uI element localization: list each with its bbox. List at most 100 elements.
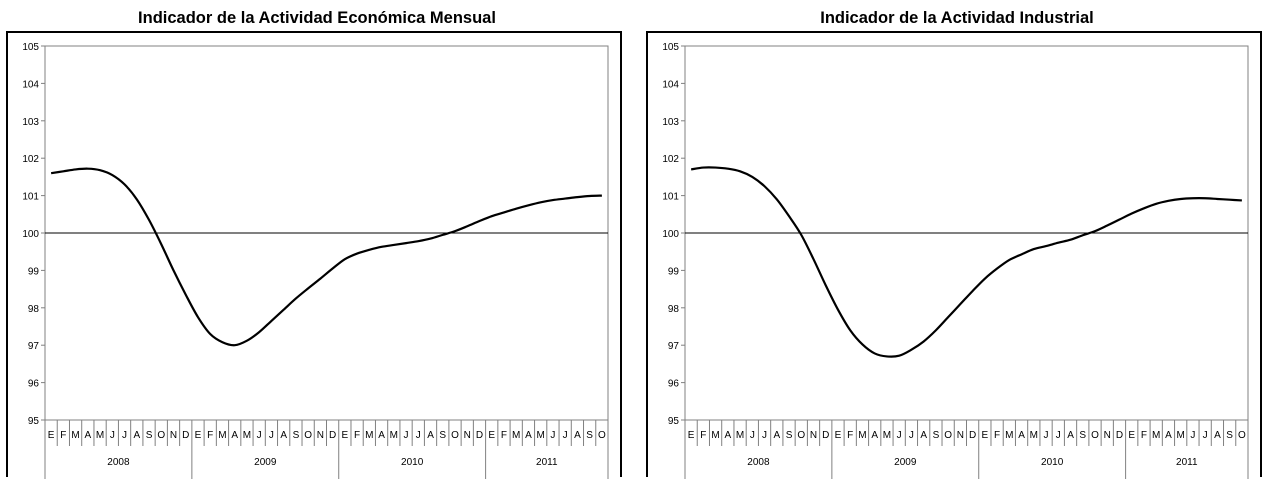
y-tick-label: 105	[662, 42, 679, 53]
x-month-label: M	[736, 430, 744, 441]
series-line	[50, 167, 602, 347]
x-month-label: M	[71, 430, 79, 441]
x-month-label: A	[133, 430, 140, 441]
x-month-label: A	[1165, 430, 1172, 441]
x-month-label: S	[146, 430, 153, 441]
x-month-label: O	[598, 430, 606, 441]
x-month-label: O	[1238, 430, 1246, 441]
x-month-label: M	[858, 430, 866, 441]
x-month-label: F	[354, 430, 360, 441]
x-month-label: N	[464, 430, 471, 441]
x-month-label: N	[810, 430, 817, 441]
x-month-label: J	[750, 430, 755, 441]
chart-panel-economic: Indicador de la Actividad Económica Mens…	[6, 0, 628, 479]
x-month-label: O	[797, 430, 805, 441]
x-month-label: S	[439, 430, 446, 441]
x-month-label: M	[1030, 430, 1038, 441]
x-month-label: J	[1044, 430, 1049, 441]
x-month-label: O	[1091, 430, 1099, 441]
y-tick-label: 105	[22, 42, 39, 53]
chart-panel-industrial: Indicador de la Actividad Industrial 95 9…	[646, 0, 1268, 479]
y-tick-label: 95	[668, 416, 680, 427]
x-month-label: M	[1177, 430, 1185, 441]
x-month-label: J	[1203, 430, 1208, 441]
y-tick-label: 100	[22, 229, 39, 240]
x-year-label: 2009	[894, 457, 917, 468]
x-month-label: E	[48, 430, 55, 441]
x-month-label: A	[1067, 430, 1074, 441]
x-month-label: A	[1018, 430, 1025, 441]
x-month-label: A	[525, 430, 532, 441]
y-tick-label: 101	[22, 192, 39, 203]
x-month-label: D	[1116, 430, 1123, 441]
x-month-label: J	[122, 430, 127, 441]
y-tick-label: 98	[28, 304, 40, 315]
x-month-label: S	[933, 430, 940, 441]
x-month-label: J	[110, 430, 115, 441]
y-tick-label: 100	[662, 229, 679, 240]
y-tick-label: 95	[28, 416, 40, 427]
y-tick-label: 98	[668, 304, 680, 315]
y-tick-label: 96	[28, 379, 40, 390]
x-month-label: A	[378, 430, 385, 441]
x-month-label: E	[982, 430, 989, 441]
x-month-label: O	[944, 430, 952, 441]
x-month-label: A	[920, 430, 927, 441]
x-month-label: J	[909, 430, 914, 441]
x-month-label: S	[786, 430, 793, 441]
y-tick-label: 97	[28, 341, 40, 352]
x-month-label: F	[847, 430, 853, 441]
x-month-label: S	[1079, 430, 1086, 441]
x-month-label: M	[512, 430, 520, 441]
x-month-label: M	[218, 430, 226, 441]
x-month-label: N	[317, 430, 324, 441]
x-month-label: S	[1226, 430, 1233, 441]
x-month-label: D	[329, 430, 336, 441]
x-month-label: E	[195, 430, 202, 441]
y-tick-label: 99	[668, 266, 680, 277]
x-month-label: M	[711, 430, 719, 441]
x-month-label: O	[451, 430, 459, 441]
x-month-label: F	[994, 430, 1000, 441]
x-year-label: 2009	[254, 457, 277, 468]
chart-title: Indicador de la Actividad Industrial	[820, 9, 1094, 27]
x-month-label: J	[269, 430, 274, 441]
x-month-label: N	[957, 430, 964, 441]
x-year-label: 2008	[107, 457, 130, 468]
x-month-label: J	[897, 430, 902, 441]
x-month-label: E	[688, 430, 695, 441]
x-month-label: A	[574, 430, 581, 441]
x-month-label: J	[1190, 430, 1195, 441]
x-month-label: N	[1104, 430, 1111, 441]
x-month-label: A	[427, 430, 434, 441]
x-month-label: J	[416, 430, 421, 441]
x-month-label: D	[969, 430, 976, 441]
x-month-label: S	[293, 430, 300, 441]
x-year-label: 2011	[536, 457, 558, 468]
x-month-label: M	[365, 430, 373, 441]
x-month-label: D	[182, 430, 189, 441]
x-month-label: E	[488, 430, 495, 441]
x-month-label: M	[537, 430, 545, 441]
chart-title: Indicador de la Actividad Económica Mens…	[138, 9, 496, 27]
x-month-label: F	[501, 430, 507, 441]
chart-frame: 95 96 97 98 99 100 101 102 103 104 105 E F M A M J J A S O N D…	[646, 31, 1262, 479]
x-month-label: D	[822, 430, 829, 441]
x-month-label: M	[883, 430, 891, 441]
x-month-label: A	[231, 430, 238, 441]
chart-frame: 95 96 97 98 99 100 101 102 103 104 105 E F M A M J J A S O N D…	[6, 31, 622, 479]
x-month-label: F	[700, 430, 706, 441]
x-month-label: M	[96, 430, 104, 441]
x-year-label: 2010	[1041, 457, 1064, 468]
y-tick-label: 96	[668, 379, 680, 390]
y-tick-label: 103	[22, 117, 39, 128]
x-month-label: S	[586, 430, 593, 441]
y-tick-label: 97	[668, 341, 680, 352]
x-month-label: M	[390, 430, 398, 441]
x-month-label: J	[257, 430, 262, 441]
x-month-label: J	[1056, 430, 1061, 441]
x-month-label: F	[1141, 430, 1147, 441]
x-year-label: 2008	[747, 457, 770, 468]
